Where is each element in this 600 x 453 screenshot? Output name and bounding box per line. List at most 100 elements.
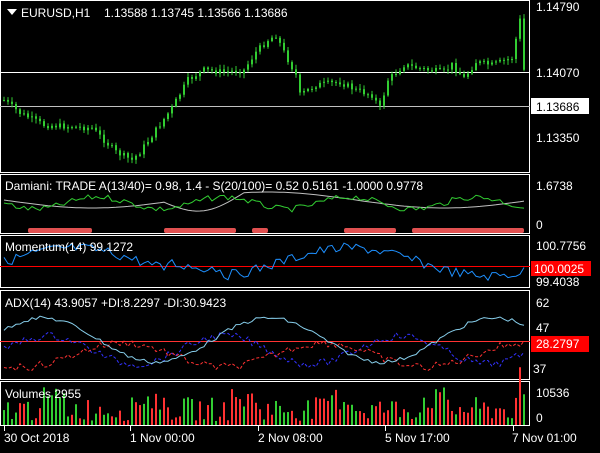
candle-body <box>523 18 525 70</box>
volume-bar <box>75 404 77 425</box>
volume-bar <box>155 393 157 425</box>
triangle-down-icon[interactable] <box>7 9 17 15</box>
adx-current-value: 28.2797 <box>536 337 580 351</box>
volumes-label: Volumes 2955 <box>5 387 81 401</box>
volume-bar <box>335 389 337 425</box>
candle-body <box>239 72 241 74</box>
candle-body <box>179 94 181 99</box>
candle-body <box>351 83 353 90</box>
volume-bar <box>379 401 381 425</box>
current-price-value: 1.13686 <box>536 100 580 114</box>
candle-body <box>187 77 189 85</box>
volume-bar <box>443 387 445 425</box>
volume-bar <box>31 420 33 425</box>
volume-bar <box>311 418 313 425</box>
candle-body <box>183 84 185 95</box>
candle-body <box>275 37 277 39</box>
candle-body <box>519 18 521 39</box>
volume-bar <box>295 418 297 425</box>
volume-bar <box>95 413 97 425</box>
momentum-tick-top: 100.7756 <box>536 239 586 253</box>
volume-bar <box>383 412 385 425</box>
candle-body <box>147 141 149 145</box>
volume-bar <box>151 408 153 425</box>
candle-body <box>71 127 73 129</box>
volume-bar <box>19 403 21 425</box>
candle-body <box>247 64 249 70</box>
volume-bar <box>135 402 137 425</box>
candle-body <box>507 59 509 61</box>
volume-bar <box>515 397 517 425</box>
volume-bar <box>331 395 333 425</box>
volume-bar <box>419 412 421 425</box>
candle-body <box>371 94 373 98</box>
minus-di-line <box>3 340 525 372</box>
price-pane-frame <box>0 0 530 173</box>
plus-di-line <box>3 331 525 369</box>
candle-body <box>267 41 269 47</box>
volume-bar <box>131 397 133 425</box>
candle-body <box>227 71 229 73</box>
candle-body <box>339 82 341 85</box>
volume-bar <box>499 408 501 425</box>
volume-bar <box>187 397 189 425</box>
damiani-block <box>412 228 524 233</box>
candle-body <box>271 37 273 42</box>
volume-bar <box>391 401 393 425</box>
volume-bar <box>351 404 353 425</box>
candle-body <box>259 45 261 52</box>
adx-pane-frame <box>0 290 530 380</box>
volume-bar <box>407 412 409 425</box>
volume-bar <box>191 399 193 425</box>
volume-bar <box>195 420 197 425</box>
candle-body <box>307 88 309 92</box>
volume-bar <box>283 412 285 425</box>
volume-bar <box>411 418 413 425</box>
volume-bar <box>51 395 53 425</box>
volume-bar <box>175 417 177 425</box>
volume-bar <box>227 420 229 425</box>
candle-body <box>319 82 321 88</box>
volume-bar <box>519 367 521 425</box>
volume-bar <box>415 417 417 425</box>
volume-bar <box>435 389 437 425</box>
volumes-pane-frame <box>0 381 530 426</box>
damiani-tick-zero: 0 <box>536 218 543 232</box>
candle-body <box>383 95 385 106</box>
candle-body <box>31 116 33 118</box>
candle-body <box>363 89 365 95</box>
candle-body <box>355 88 357 90</box>
candle-body <box>191 77 193 79</box>
volumes-tick-top: 10536 <box>536 386 570 400</box>
volume-bar <box>71 414 73 425</box>
candle-body <box>115 145 117 151</box>
candle-body <box>279 37 281 43</box>
volume-bar <box>375 406 377 425</box>
candle-body <box>327 80 329 82</box>
candle-body <box>487 60 489 65</box>
volume-bar <box>119 410 121 425</box>
volume-bar <box>271 414 273 425</box>
candle-body <box>387 80 389 96</box>
candle-body <box>475 63 477 71</box>
candle-body <box>435 68 437 72</box>
volume-bar <box>307 400 309 425</box>
candle-body <box>211 69 213 71</box>
candle-body <box>379 100 381 106</box>
candle-body <box>419 68 421 70</box>
volume-bar <box>371 405 373 425</box>
volume-bar <box>215 420 217 425</box>
volume-bar <box>251 393 253 425</box>
adx-line <box>3 315 525 365</box>
volume-bar <box>471 407 473 425</box>
candle-body <box>403 67 405 71</box>
price-tick-low: 1.13350 <box>536 131 580 145</box>
candle-body <box>199 71 201 77</box>
volume-bar <box>255 402 257 425</box>
volume-bar <box>315 397 317 425</box>
candle-body <box>219 69 221 74</box>
damiani-block <box>28 228 92 233</box>
candle-body <box>35 116 37 119</box>
ohlc-label: 1.13588 1.13745 1.13566 1.13686 <box>104 6 288 20</box>
